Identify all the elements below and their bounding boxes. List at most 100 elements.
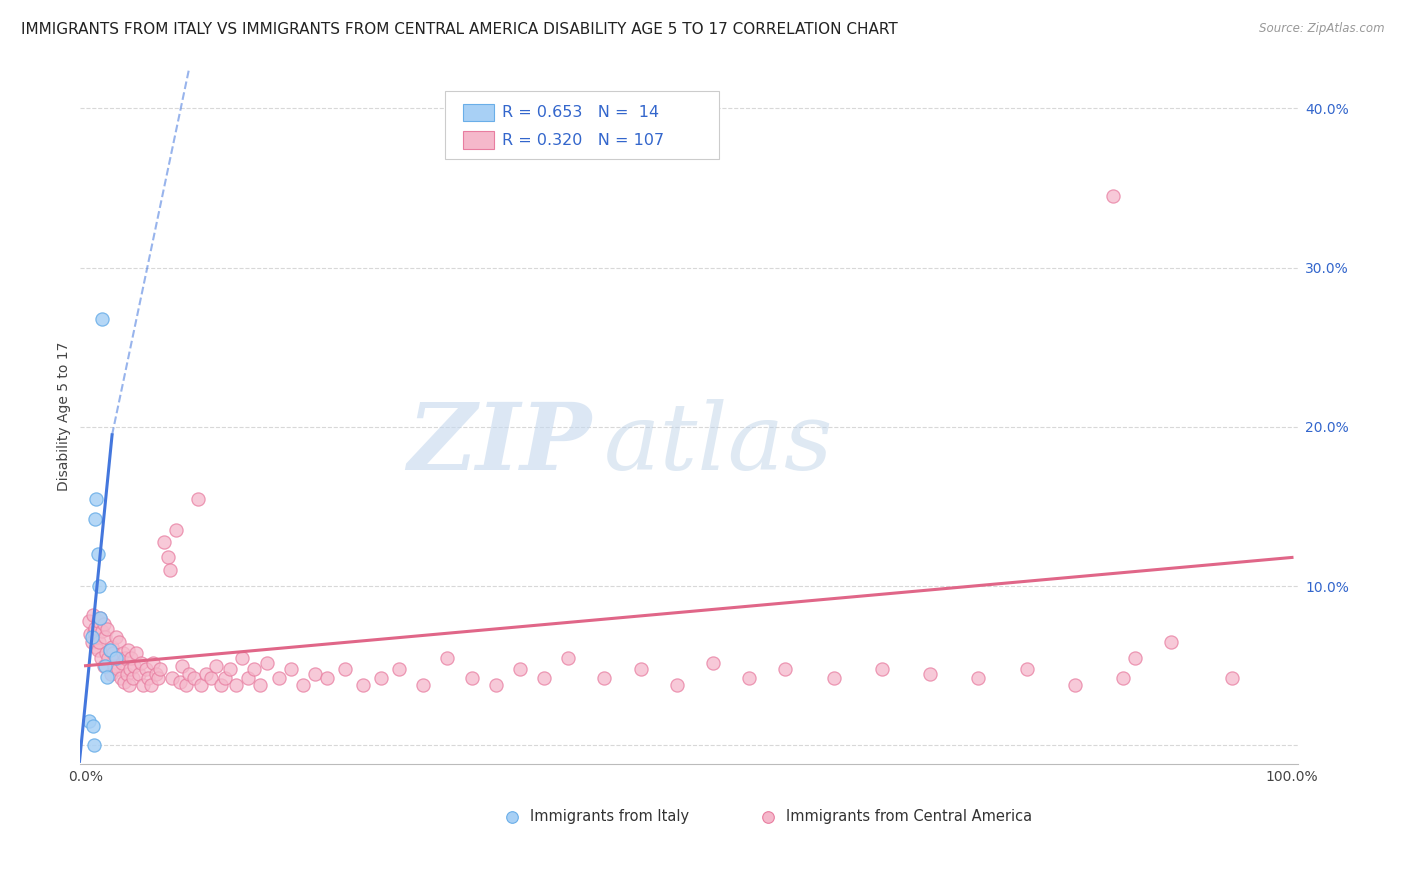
Point [101, 640, 124, 654]
Point [128, 666, 150, 681]
Point [918, 666, 941, 681]
Point [388, 662, 411, 676]
Point [98, 642, 121, 657]
Point [93, 658, 115, 673]
Point [91, 624, 114, 638]
Point [665, 678, 688, 692]
Point [94, 658, 117, 673]
Point [502, 858, 524, 872]
Point [291, 678, 314, 692]
Point [967, 672, 990, 686]
FancyBboxPatch shape [446, 91, 720, 159]
Point [77, 614, 100, 628]
Point [87, 635, 110, 649]
Point [1220, 672, 1243, 686]
Point [702, 656, 724, 670]
Point [142, 656, 165, 670]
Point [187, 491, 209, 506]
Point [111, 656, 134, 670]
Point [94, 630, 117, 644]
Point [94, 646, 117, 660]
Point [100, 666, 122, 681]
Point [80, 630, 103, 644]
Point [89, 611, 111, 625]
Point [83, 625, 105, 640]
Point [103, 658, 125, 673]
Point [256, 656, 278, 670]
Point [1015, 662, 1038, 676]
Point [111, 646, 134, 660]
Point [84, 512, 107, 526]
Point [195, 666, 218, 681]
Point [370, 672, 392, 686]
Point [249, 678, 271, 692]
Point [593, 672, 616, 686]
Point [162, 672, 184, 686]
Point [86, 614, 108, 628]
Point [122, 658, 145, 673]
Point [114, 650, 136, 665]
Point [104, 630, 127, 644]
Point [304, 666, 326, 681]
Point [80, 635, 103, 649]
Point [87, 579, 110, 593]
Text: IMMIGRANTS FROM ITALY VS IMMIGRANTS FROM CENTRAL AMERICA DISABILITY AGE 5 TO 17 : IMMIGRANTS FROM ITALY VS IMMIGRANTS FROM… [21, 22, 898, 37]
Point [200, 672, 222, 686]
Point [333, 662, 356, 676]
Point [630, 662, 652, 676]
Point [86, 491, 108, 506]
Point [509, 662, 531, 676]
Point [115, 666, 138, 681]
Point [120, 662, 142, 676]
Point [89, 611, 111, 625]
Point [93, 617, 115, 632]
Point [110, 672, 132, 686]
Point [125, 646, 148, 660]
Point [315, 672, 337, 686]
Point [209, 678, 232, 692]
Point [738, 672, 761, 686]
Point [77, 714, 100, 729]
Point [870, 662, 893, 676]
Point [183, 672, 205, 686]
Point [267, 672, 290, 686]
Point [118, 678, 141, 692]
Text: Immigrants from Italy: Immigrants from Italy [530, 809, 689, 824]
Point [170, 658, 193, 673]
Point [86, 640, 108, 654]
Point [1102, 189, 1125, 203]
Point [174, 678, 197, 692]
Point [136, 672, 159, 686]
Point [823, 672, 845, 686]
Point [485, 678, 508, 692]
Point [557, 650, 579, 665]
Point [153, 534, 176, 549]
Point [91, 311, 114, 326]
Point [121, 672, 143, 686]
Point [169, 674, 191, 689]
Point [190, 678, 212, 692]
Point [533, 672, 555, 686]
Point [84, 620, 107, 634]
Point [112, 674, 135, 689]
Point [280, 662, 302, 676]
Point [117, 642, 139, 657]
Point [219, 662, 242, 676]
Point [103, 646, 125, 660]
Text: ZIP: ZIP [406, 400, 592, 490]
Point [231, 650, 253, 665]
Point [98, 642, 121, 657]
Point [159, 563, 181, 577]
Point [179, 666, 201, 681]
Point [1123, 650, 1146, 665]
Text: Immigrants from Central America: Immigrants from Central America [786, 809, 1032, 824]
Point [205, 658, 228, 673]
Text: atlas: atlas [603, 400, 832, 490]
Point [243, 662, 266, 676]
Point [105, 650, 128, 665]
Point [97, 650, 120, 665]
Point [149, 662, 172, 676]
Point [146, 672, 169, 686]
Point [82, 607, 104, 622]
Point [86, 642, 108, 657]
